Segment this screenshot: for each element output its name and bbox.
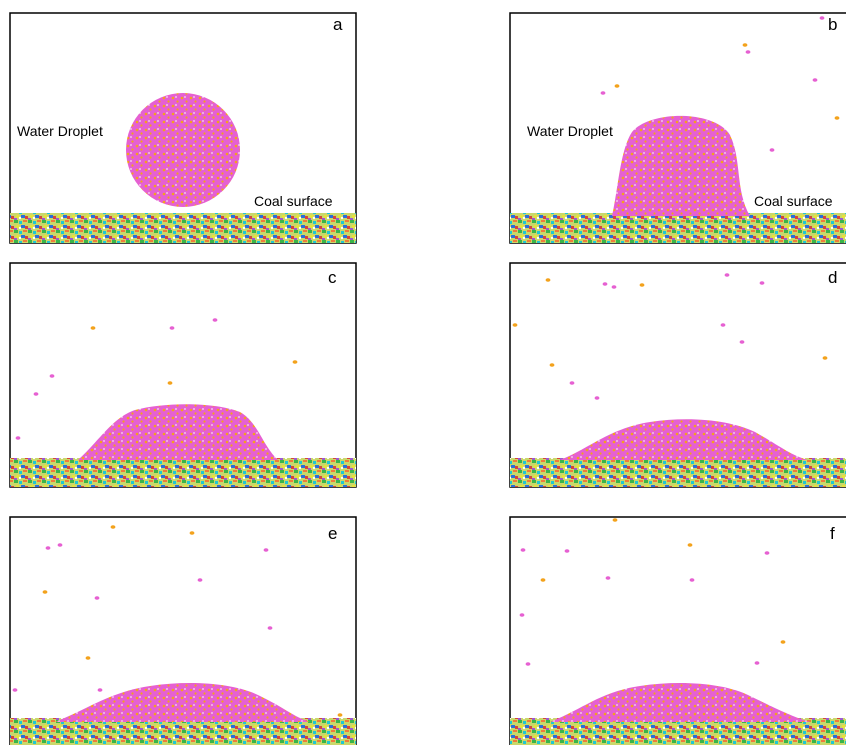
panel: b Water Droplet Coal surface: [510, 13, 846, 243]
water-molecule: [781, 640, 786, 644]
water-molecule: [823, 356, 828, 360]
coal-surface: [10, 458, 356, 487]
coal-surface: [510, 458, 846, 487]
water-molecule: [613, 518, 618, 522]
water-molecule: [46, 546, 51, 550]
panel-label: c: [328, 268, 337, 287]
panel-label: b: [828, 15, 837, 34]
water-molecule: [765, 551, 770, 555]
water-molecule: [526, 662, 531, 666]
water-molecule: [198, 578, 203, 582]
panel-label: d: [828, 268, 837, 287]
water-molecule: [170, 326, 175, 330]
water-molecule: [606, 576, 611, 580]
water-molecule: [835, 116, 840, 120]
water-molecule: [743, 43, 748, 47]
water-molecule: [595, 396, 600, 400]
water-molecule: [95, 596, 100, 600]
annotation: Water Droplet: [17, 123, 103, 139]
coal-surface: [510, 718, 846, 745]
water-molecule: [50, 374, 55, 378]
annotation: Coal surface: [254, 193, 333, 209]
water-molecule: [16, 436, 21, 440]
water-molecule: [746, 50, 751, 54]
panel-label: e: [328, 524, 337, 543]
coal-surface: [10, 213, 356, 243]
water-molecule: [58, 543, 63, 547]
panel: f: [510, 517, 846, 745]
water-molecule: [213, 318, 218, 322]
water-molecule: [293, 360, 298, 364]
water-molecule: [603, 282, 608, 286]
water-molecule: [111, 525, 116, 529]
water-molecule: [725, 273, 730, 277]
annotation: Coal surface: [754, 193, 833, 209]
water-droplet: [126, 93, 240, 207]
water-molecule: [721, 323, 726, 327]
water-molecule: [190, 531, 195, 535]
water-molecule: [268, 626, 273, 630]
water-molecule: [690, 578, 695, 582]
coal-surface: [10, 718, 356, 745]
figure: a Water Droplet Coal surface b Water Dro…: [0, 0, 846, 745]
water-molecule: [640, 283, 645, 287]
panel: d: [510, 263, 846, 487]
water-molecule: [740, 340, 745, 344]
water-molecule: [338, 713, 343, 717]
water-molecule: [34, 392, 39, 396]
water-molecule: [86, 656, 91, 660]
water-molecule: [541, 578, 546, 582]
water-molecule: [770, 148, 775, 152]
water-molecule: [43, 590, 48, 594]
water-molecule: [550, 363, 555, 367]
panel-label: f: [830, 524, 835, 543]
coal-surface: [510, 213, 846, 243]
panel: c: [10, 263, 356, 487]
water-molecule: [820, 16, 825, 20]
water-molecule: [546, 278, 551, 282]
panel-label: a: [333, 15, 343, 34]
water-molecule: [13, 688, 18, 692]
water-molecule: [513, 323, 518, 327]
water-molecule: [264, 548, 269, 552]
water-molecule: [615, 84, 620, 88]
water-molecule: [612, 285, 617, 289]
panel: a Water Droplet Coal surface: [10, 13, 356, 243]
water-molecule: [601, 91, 606, 95]
water-molecule: [755, 661, 760, 665]
water-molecule: [565, 549, 570, 553]
annotation: Water Droplet: [527, 123, 613, 139]
water-molecule: [813, 78, 818, 82]
water-molecule: [688, 543, 693, 547]
water-molecule: [520, 613, 525, 617]
water-molecule: [98, 688, 103, 692]
water-molecule: [760, 281, 765, 285]
water-molecule: [168, 381, 173, 385]
page: a Water Droplet Coal surface b Water Dro…: [0, 0, 846, 745]
water-molecule: [521, 548, 526, 552]
water-molecule: [91, 326, 96, 330]
water-molecule: [570, 381, 575, 385]
panel: e: [10, 517, 356, 745]
